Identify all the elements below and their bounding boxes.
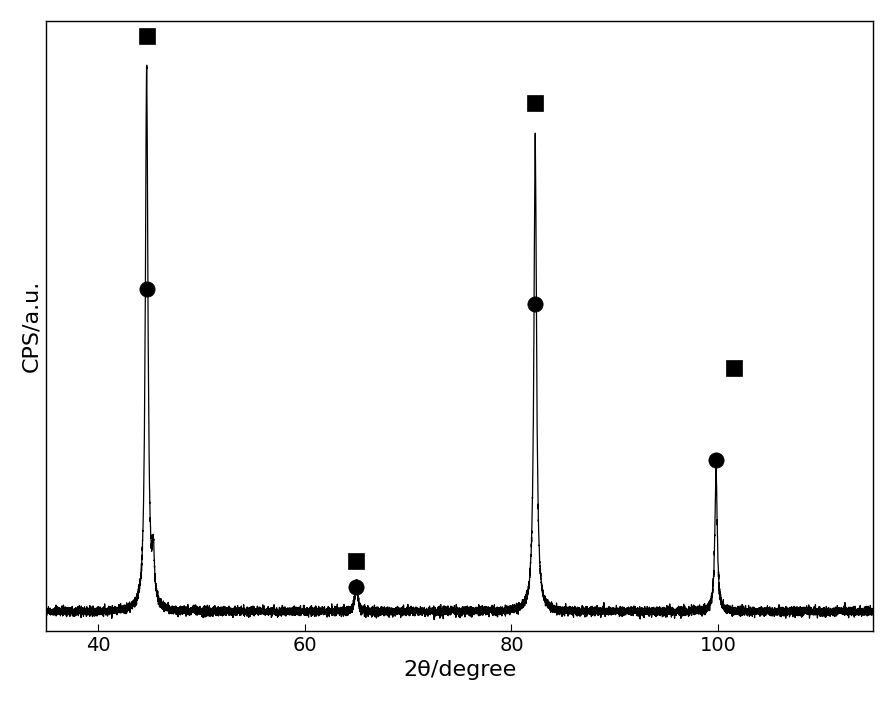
Y-axis label: CPS/a.u.: CPS/a.u. [21, 280, 41, 372]
X-axis label: 2θ/degree: 2θ/degree [403, 660, 517, 680]
